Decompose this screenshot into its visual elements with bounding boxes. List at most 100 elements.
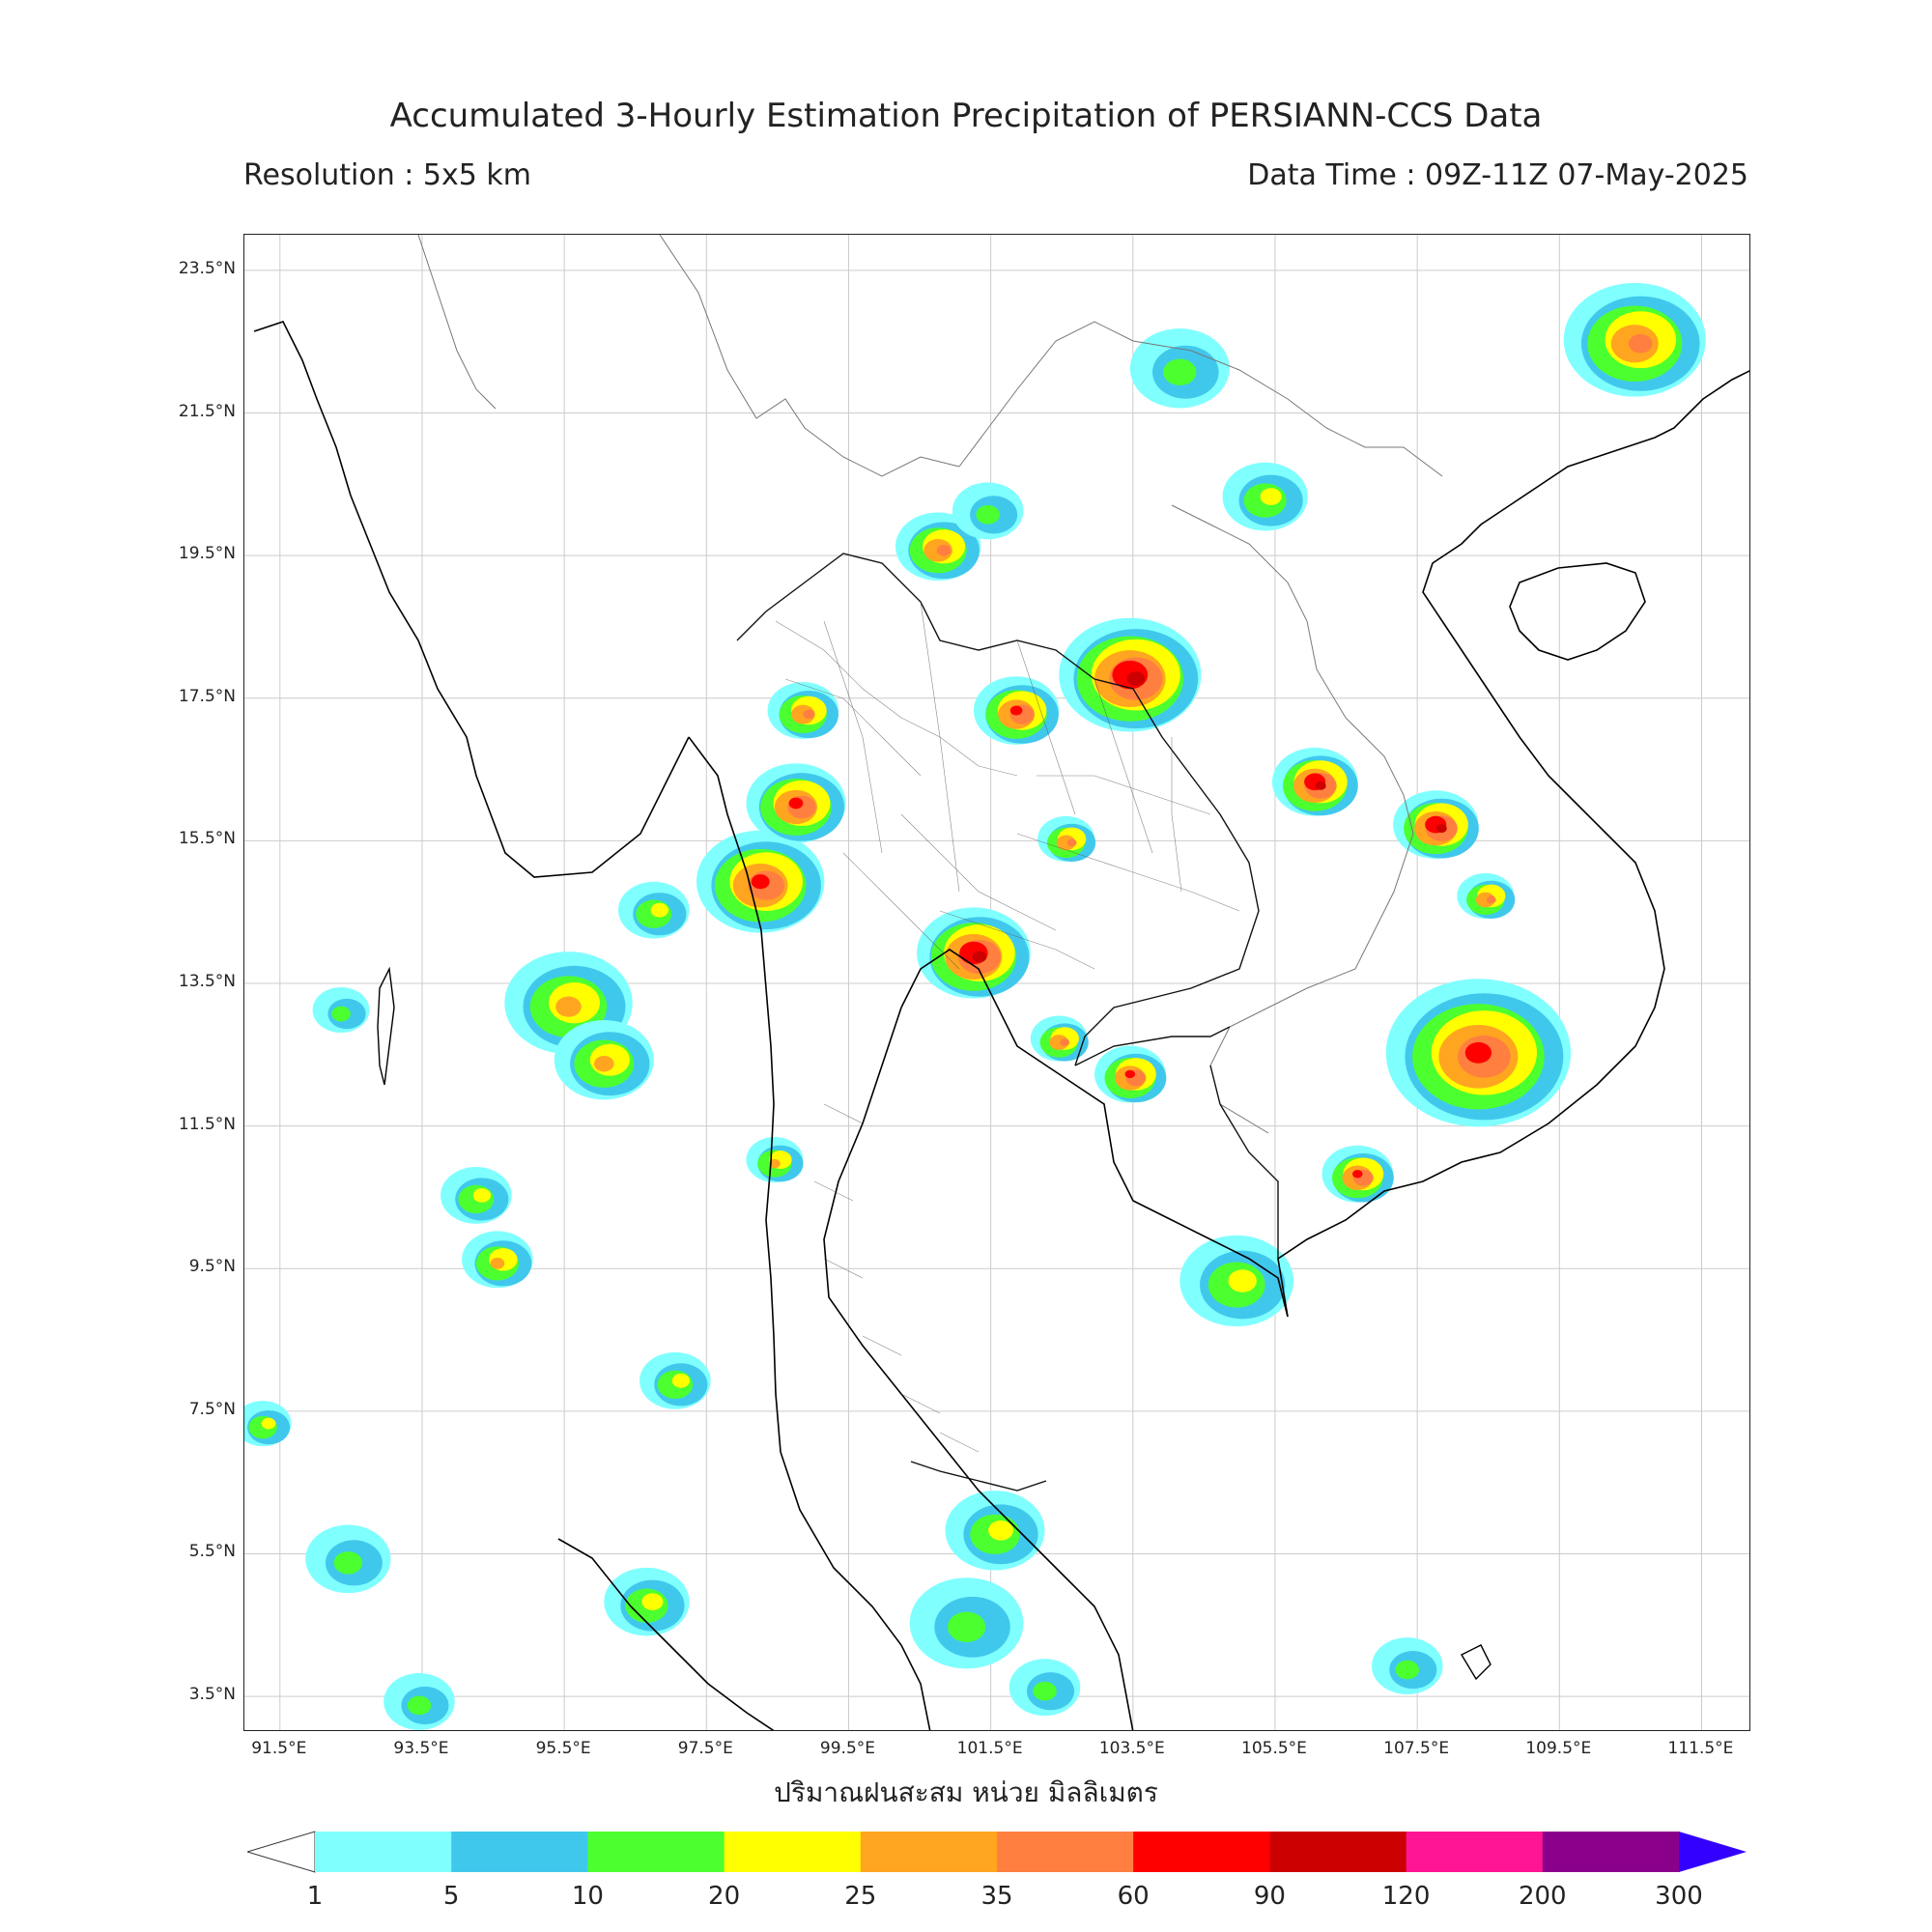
rain-intensity-ring	[751, 874, 770, 890]
colorbar-label: 200	[1518, 1882, 1567, 1911]
rain-intensity-ring	[333, 1551, 363, 1575]
rain-intensity-ring	[976, 505, 1000, 525]
colorbar-label: 90	[1253, 1882, 1286, 1911]
rain-layer	[244, 282, 1706, 1730]
precipitation-map[interactable]	[243, 234, 1750, 1731]
colorbar-label: 60	[1117, 1882, 1150, 1911]
rain-cell	[1179, 1235, 1294, 1327]
rain-cell	[1037, 815, 1096, 863]
colorbar-label: 120	[1381, 1882, 1431, 1911]
rain-cell	[305, 1524, 391, 1594]
colorbar-extend-min	[247, 1831, 316, 1873]
colorbar-label: 10	[571, 1882, 604, 1911]
longitude-tick-label: 97.5°E	[677, 1739, 733, 1758]
colorbar-segment	[724, 1832, 862, 1872]
latitude-tick-label: 9.5°N	[188, 1257, 236, 1277]
rain-intensity-ring	[1352, 1170, 1363, 1179]
resolution-label: Resolution : 5x5 km	[243, 158, 531, 192]
rain-intensity-ring	[1049, 1035, 1069, 1050]
latitude-tick-label: 11.5°N	[178, 1114, 236, 1134]
rain-cell	[312, 986, 370, 1034]
rain-intensity-ring	[1260, 488, 1282, 505]
longitude-tick-label: 101.5°E	[956, 1739, 1023, 1758]
rain-cell	[746, 763, 846, 843]
rain-cell	[1030, 1015, 1089, 1062]
longitude-tick-label: 109.5°E	[1525, 1739, 1592, 1758]
colorbar-label: 1	[306, 1882, 324, 1911]
colorbar-segment	[1406, 1832, 1544, 1872]
colorbar	[247, 1831, 1747, 1873]
border-myanmar-china	[417, 235, 960, 477]
rain-intensity-ring	[555, 996, 582, 1017]
rain-cell	[1321, 1145, 1394, 1203]
rain-intensity-ring	[1315, 781, 1326, 790]
colorbar-segment	[1542, 1832, 1680, 1872]
map-title: Accumulated 3-Hourly Estimation Precipit…	[389, 97, 1543, 135]
rain-intensity-ring	[803, 709, 815, 720]
latitude-tick-label: 3.5°N	[188, 1685, 236, 1705]
rain-cell	[604, 1567, 690, 1636]
coastline-tenasserim	[688, 736, 775, 1337]
rain-intensity-ring	[947, 1611, 986, 1642]
rain-cell	[244, 1401, 292, 1447]
rain-cell	[1271, 748, 1358, 816]
rain-cell	[909, 1577, 1024, 1669]
rain-cell	[973, 676, 1060, 745]
rain-intensity-ring	[1124, 1069, 1136, 1079]
longitude-tick-label: 99.5°E	[819, 1739, 876, 1758]
longitude-tick-label: 111.5°E	[1667, 1739, 1734, 1758]
province-borders	[775, 601, 1240, 1453]
rain-intensity-ring	[671, 1373, 691, 1388]
rain-cell	[1372, 1637, 1443, 1695]
border-malaysia	[910, 1461, 1047, 1492]
colorbar-segment	[1269, 1832, 1407, 1872]
rain-intensity-ring	[1228, 1269, 1257, 1293]
longitude-tick-label: 91.5°E	[251, 1739, 307, 1758]
coastline-thai-peninsula	[773, 1335, 931, 1730]
rain-intensity-ring	[1475, 892, 1495, 908]
rain-intensity-ring	[1435, 824, 1447, 834]
axis-label: ปริมาณฝนสะสม หน่วย มิลลิเมตร	[774, 1776, 1158, 1808]
coastline-gulf-north	[900, 949, 1289, 1318]
rain-cell	[639, 1351, 711, 1409]
rain-cell	[1563, 282, 1706, 397]
coastline-myanmar-west	[253, 321, 690, 878]
border-laos-vietnam	[1171, 504, 1414, 1134]
borneo-fragment	[1461, 1644, 1492, 1681]
rain-intensity-ring	[261, 1417, 276, 1430]
rain-intensity-ring	[972, 951, 987, 963]
colorbar-label: 35	[980, 1882, 1013, 1911]
longitude-tick-label: 103.5°E	[1098, 1739, 1165, 1758]
latitude-tick-label: 23.5°N	[178, 258, 236, 278]
longitude-tick-label: 107.5°E	[1383, 1739, 1450, 1758]
province-lines-south	[813, 1103, 980, 1453]
andaman-islands	[377, 966, 395, 1086]
rain-intensity-ring	[1060, 1038, 1070, 1046]
rain-cell	[618, 881, 690, 939]
colorbar-segment	[997, 1832, 1134, 1872]
rain-intensity-ring	[641, 1593, 664, 1610]
latitude-tick-label: 15.5°N	[178, 829, 236, 849]
political-borders	[417, 235, 1443, 1492]
rain-cell	[462, 1231, 533, 1289]
rain-intensity-ring	[1464, 1041, 1492, 1064]
border-thailand	[736, 553, 1260, 1066]
rain-cell	[746, 1136, 804, 1183]
colorbar-extend-max	[1679, 1832, 1747, 1872]
rain-intensity-ring	[1033, 1681, 1057, 1701]
province-lines-central	[842, 813, 1095, 970]
latitude-tick-label: 19.5°N	[178, 544, 236, 564]
rain-intensity-ring	[1395, 1660, 1420, 1680]
data-time-label: Data Time : 09Z-11Z 07-May-2025	[1247, 158, 1748, 192]
rain-intensity-ring	[1056, 835, 1076, 851]
colorbar-segment	[860, 1832, 998, 1872]
colorbar-segment	[451, 1832, 588, 1872]
latitude-tick-label: 13.5°N	[178, 972, 236, 991]
colorbar-label: 300	[1655, 1882, 1703, 1911]
rain-cell	[1129, 328, 1230, 409]
rain-intensity-ring	[1009, 705, 1023, 716]
rain-intensity-ring	[472, 1188, 492, 1203]
colorbar-label: 5	[442, 1882, 460, 1911]
rain-cell	[554, 1019, 654, 1100]
rain-intensity-ring	[1066, 838, 1077, 847]
